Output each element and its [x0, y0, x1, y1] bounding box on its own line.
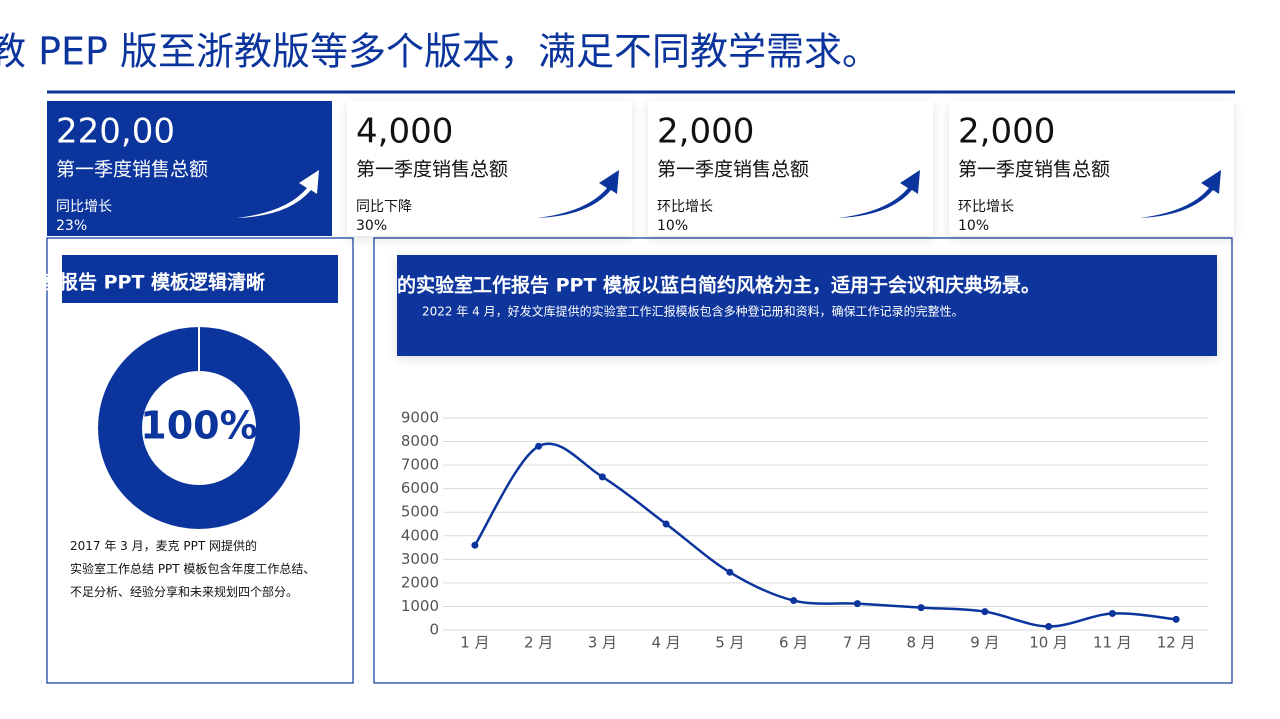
y-tick-label: 7000	[401, 456, 439, 474]
card-value: 220,00	[56, 112, 175, 152]
x-tick-label: 10 月	[1029, 634, 1068, 652]
card-change: 10%	[657, 218, 688, 234]
y-tick-label: 3000	[401, 550, 439, 568]
card-value: 2,000	[657, 112, 754, 152]
card-label: 第一季度销售总额	[356, 159, 508, 181]
left-heading: 室报告 PPT 模板逻辑清晰	[40, 271, 265, 294]
card-change-label: 同比下降	[356, 199, 412, 215]
x-tick-label: 8 月	[906, 634, 935, 652]
right-heading: 的实验室工作报告 PPT 模板以蓝白简约风格为主，适用于会议和庆典场景。	[397, 274, 1040, 297]
data-point	[662, 520, 670, 528]
card-change-label: 环比增长	[958, 199, 1014, 215]
card	[347, 101, 632, 236]
data-point	[535, 442, 543, 450]
left-text: 2017 年 3 月，麦克 PPT 网提供的实验室工作总结 PPT 模板包含年度…	[70, 538, 315, 599]
left-panel	[46, 237, 354, 684]
card-label: 第一季度销售总额	[958, 159, 1110, 181]
data-point	[726, 568, 734, 576]
x-tick-label: 1 月	[460, 634, 489, 652]
x-tick-label: 7 月	[843, 634, 872, 652]
donut-label: 100%	[140, 404, 257, 448]
card	[648, 101, 933, 236]
card-label: 第一季度销售总额	[657, 159, 809, 181]
x-tick-label: 4 月	[651, 634, 680, 652]
card	[47, 101, 332, 236]
right-heading-box	[397, 255, 1217, 356]
data-point	[471, 541, 479, 549]
card-change-label: 环比增长	[657, 199, 713, 215]
left-heading-box	[62, 255, 338, 303]
slide-title: 教 PEP 版至浙教版等多个版本，满足不同教学需求。	[0, 30, 880, 74]
arrow-icon	[537, 170, 619, 218]
y-tick-label: 9000	[401, 409, 439, 427]
y-tick-label: 8000	[401, 432, 439, 450]
x-tick-label: 5 月	[715, 634, 744, 652]
data-point	[790, 597, 798, 605]
y-tick-label: 0	[429, 621, 439, 639]
x-tick-label: 12 月	[1157, 634, 1196, 652]
card-change: 10%	[958, 218, 989, 234]
data-point	[1108, 610, 1116, 618]
card-change: 23%	[56, 218, 87, 234]
data-point	[1172, 615, 1180, 623]
arrow-icon	[1139, 170, 1221, 218]
card-value: 2,000	[958, 112, 1055, 152]
x-tick-label: 11 月	[1093, 634, 1132, 652]
card	[949, 101, 1234, 236]
card-label: 第一季度销售总额	[56, 159, 208, 181]
x-tick-label: 3 月	[588, 634, 617, 652]
y-tick-label: 2000	[401, 573, 439, 591]
x-tick-label: 2 月	[524, 634, 553, 652]
y-tick-label: 5000	[401, 503, 439, 521]
card-change: 30%	[356, 218, 387, 234]
card-value: 4,000	[356, 112, 453, 152]
data-point	[917, 604, 925, 612]
y-tick-label: 1000	[401, 597, 439, 615]
right-subtitle: 2022 年 4 月，好发文库提供的实验室工作汇报模板包含多种登记册和资料，确保…	[422, 304, 964, 319]
data-point	[1045, 622, 1053, 630]
data-point	[981, 608, 989, 616]
data-point	[853, 600, 861, 608]
x-tick-label: 6 月	[779, 634, 808, 652]
x-tick-label: 9 月	[970, 634, 999, 652]
y-tick-label: 6000	[401, 479, 439, 497]
arrow-icon	[838, 170, 920, 218]
data-point	[598, 473, 606, 481]
card-change-label: 同比增长	[56, 199, 112, 215]
y-tick-label: 4000	[401, 526, 439, 544]
arrow-icon	[237, 170, 319, 218]
